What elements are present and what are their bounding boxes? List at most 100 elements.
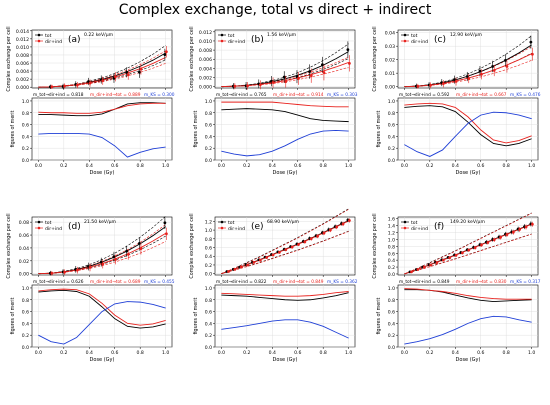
panel-b-dir-point bbox=[297, 77, 300, 80]
panel-d-dir-point bbox=[114, 258, 117, 261]
panel-c-m-tot-curve bbox=[404, 105, 532, 147]
panel-f-m-kl-label: m_KS = 0.317 bbox=[510, 279, 541, 285]
panel-e-m-dir-curve bbox=[221, 291, 349, 297]
panel-c-letter: (c) bbox=[434, 35, 446, 45]
panel-a-bottom-ytick-label: 0.4 bbox=[22, 134, 29, 140]
panel-d-bottom-frame bbox=[31, 284, 173, 348]
panel-b-tot-point bbox=[282, 75, 286, 79]
panel-c-bottom-ytick-label: 0.2 bbox=[388, 146, 395, 152]
panel-b-tot-point bbox=[308, 70, 312, 73]
panel-b-exchange-ylabel: Complex exchange per cell bbox=[189, 26, 195, 91]
panel-f-dir-point bbox=[518, 228, 522, 231]
panel-f-bottom-ytick-label: 1.0 bbox=[388, 286, 395, 292]
panel-e-bottom-xtick-label: 1.0 bbox=[345, 350, 352, 356]
panel-b-top-ytick-label: 0.012 bbox=[199, 30, 212, 36]
panel-d-dir-point bbox=[88, 265, 92, 269]
panel-a-dir-point bbox=[126, 73, 130, 77]
panel-a-dir-point bbox=[50, 85, 54, 89]
panel-f-dir-point bbox=[441, 258, 445, 262]
panel-e-m-kl-curve bbox=[221, 319, 349, 339]
panel-f-bottom-ytick-label: 0.0 bbox=[388, 345, 395, 351]
panel-c-m-dir-label: m_dir+ind→tot = 0.667 bbox=[456, 92, 507, 98]
panel-c-legend-tot: tot bbox=[411, 33, 418, 39]
panel-f-top-ytick-label: 1.0 bbox=[388, 237, 395, 243]
panel-d-bottom-ytick-label: 0.4 bbox=[22, 321, 29, 327]
panel-c-bottom-ytick-label: 0.0 bbox=[388, 158, 395, 164]
panel-b-dir-point bbox=[309, 74, 313, 78]
panel-b-top-ytick-label: 0.008 bbox=[199, 48, 212, 54]
panel-c-m-kl-label: m_KS = 0.476 bbox=[510, 92, 541, 98]
panel-b: 0.000 0.002 0.004 0.006 0.008 0.010 0.012 totdi… bbox=[189, 26, 358, 176]
panel-f-m-kl-curve bbox=[404, 315, 532, 345]
panel-c-top-ytick-label: 0.02 bbox=[385, 58, 395, 64]
panel-a-m-dir-label: m_dir+ind→tot = 0.889 bbox=[90, 92, 141, 98]
panel-f-dir-point bbox=[429, 263, 432, 267]
panel-d-top-ytick-label: 0.04 bbox=[19, 246, 29, 252]
panel-c-bottom-ytick-label: 0.8 bbox=[388, 111, 395, 117]
panel-e-bottom-ytick-label: 0.4 bbox=[205, 321, 212, 327]
panel-b-letter: (b) bbox=[251, 35, 264, 45]
panel-d-bottom-xtick-label: 0.2 bbox=[60, 350, 67, 356]
panel-d-exchange-ylabel: Complex exchange per cell bbox=[6, 213, 12, 278]
panel-d-dir-point bbox=[75, 268, 79, 272]
panel-a-m-dir-curve bbox=[38, 102, 166, 114]
panel-f-bottom-xtick-label: 0.6 bbox=[477, 350, 484, 356]
panel-f-dir-point bbox=[480, 243, 483, 247]
panel-a-bottom-ytick-label: 0.6 bbox=[22, 123, 29, 129]
panel-a-bottom-ytick-label: 0.2 bbox=[22, 146, 29, 152]
panel-e-top-ytick-label: 1.0 bbox=[205, 228, 212, 234]
panel-b-top-ytick-label: 0.010 bbox=[199, 39, 212, 45]
panel-e-dir-point bbox=[258, 258, 262, 262]
panel-d-m-dir-label: m_dir+ind→tot = 0.689 bbox=[90, 279, 141, 285]
panel-e-dir-point bbox=[227, 270, 230, 273]
panel-e-dir-point bbox=[303, 240, 307, 244]
panel-b-bottom-xtick-label: 0.2 bbox=[243, 163, 250, 169]
panel-c-bottom-xtick-label: 0.6 bbox=[477, 163, 484, 169]
panel-b-m-kl-curve bbox=[221, 130, 349, 157]
panel-b-bottom-xtick-label: 0.4 bbox=[269, 163, 276, 169]
panel-f-dir-point bbox=[448, 256, 452, 260]
panel-e-bottom-xtick-label: 0.0 bbox=[218, 350, 225, 356]
panel-a-exchange-ylabel: Complex exchange per cell bbox=[6, 26, 12, 91]
panel-f-top-ytick-label: 0.0 bbox=[388, 272, 395, 278]
panel-d-bottom-xtick-label: 1.0 bbox=[162, 350, 169, 356]
panel-d-bottom-xtick-label: 0.0 bbox=[35, 350, 42, 356]
panel-c-bottom-xtick-label: 1.0 bbox=[528, 163, 535, 169]
panel-a-tot-point bbox=[125, 70, 129, 74]
panel-a-bottom-ytick-label: 0.8 bbox=[22, 111, 29, 117]
panel-f-bottom-ytick-label: 0.6 bbox=[388, 310, 395, 316]
panel-c-legend-dir: dir+ind bbox=[411, 39, 428, 45]
panel-f-dir-point bbox=[435, 261, 439, 264]
panel-d-legend-tot-marker bbox=[37, 220, 41, 224]
panel-a-top-ytick-label: 0.012 bbox=[16, 37, 29, 43]
panel-d-dir-point bbox=[139, 247, 143, 250]
panel-b-dir-point bbox=[348, 61, 351, 65]
panel-a-bottom-xtick-label: 1.0 bbox=[162, 163, 169, 169]
panel-e-dir-point bbox=[328, 228, 332, 232]
panel-e-dir-point bbox=[278, 250, 281, 254]
panel-e-bottom-xtick-label: 0.8 bbox=[320, 350, 327, 356]
panel-d-top-ytick-label: 0.02 bbox=[19, 259, 29, 265]
panel-f-top-ytick-label: 1.2 bbox=[388, 231, 395, 237]
panel-c-top-ytick-label: 0.04 bbox=[385, 31, 395, 37]
panel-a-let: 0.22 keV/μm bbox=[84, 32, 114, 38]
panel-c-bottom-ytick-label: 0.4 bbox=[388, 134, 395, 140]
panel-c-bottom-xtick-label: 0.2 bbox=[426, 163, 433, 169]
panel-a-bottom-xtick-label: 0.0 bbox=[35, 163, 42, 169]
panel-e-let: 68.90 keV/μm bbox=[267, 219, 300, 225]
panel-a-bottom-ytick-label: 1.0 bbox=[22, 99, 29, 105]
panel-e-letter: (e) bbox=[251, 222, 264, 232]
panel-d-dir-point bbox=[101, 262, 105, 266]
panel-f-dir-point bbox=[505, 233, 509, 237]
panel-c-let: 12.90 keV/μm bbox=[450, 32, 483, 38]
panel-d-let: 21.50 keV/μm bbox=[84, 219, 117, 225]
panel-d-top-frame bbox=[31, 216, 173, 276]
panel-e-envelope-3 bbox=[221, 231, 349, 274]
panel-a-m-tot-label: m_tot→dir+ind = 0.818 bbox=[33, 92, 84, 98]
panel-e-top-ytick-label: 0.2 bbox=[205, 263, 212, 269]
panel-b-xlabel: Dose (Gy) bbox=[273, 170, 298, 176]
panel-d-bottom-ytick-label: 0.2 bbox=[22, 333, 29, 339]
panel-c-exchange-ylabel: Complex exchange per cell bbox=[372, 26, 378, 91]
panel-e-bottom-ytick-label: 0.0 bbox=[205, 345, 212, 351]
